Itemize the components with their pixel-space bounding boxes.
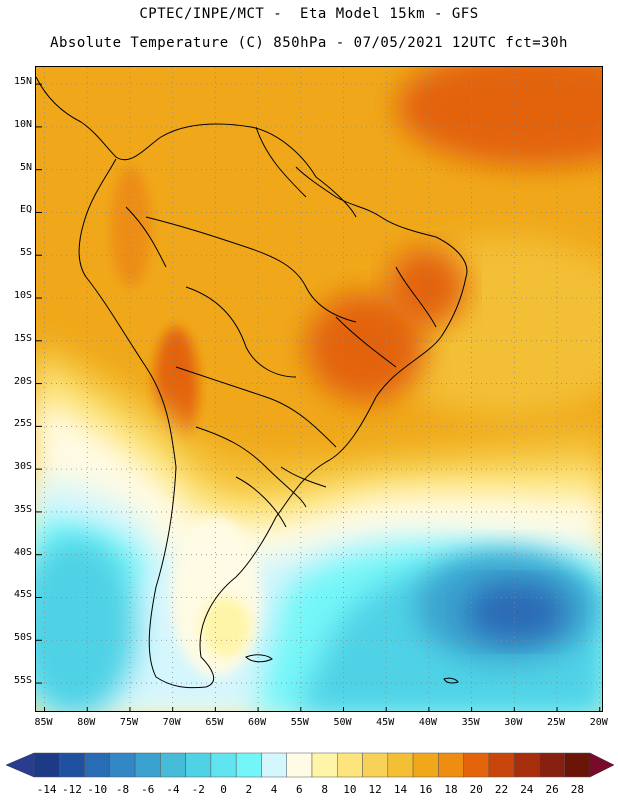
colorbar-tick-label: -10 (87, 783, 108, 796)
colorbar-cell (311, 752, 338, 778)
lon-label: 25W (546, 717, 566, 728)
colorbar-cell (160, 752, 186, 778)
lon-label: 60W (248, 717, 267, 728)
lat-label: 50S (13, 632, 32, 644)
colorbar-right-arrow (589, 752, 615, 778)
colorbar-tick-label: -8 (115, 783, 130, 796)
lon-label: 20W (589, 717, 608, 728)
colorbar (5, 752, 615, 778)
lon-label: 85W (34, 717, 53, 728)
colorbar-cell (59, 752, 85, 778)
map-title: CPTEC/INPE/MCT - Eta Model 15km - GFS (139, 6, 479, 22)
colorbar-tick-label: 14 (393, 783, 408, 796)
temperature-map (36, 67, 602, 711)
colorbar-tick-label: 22 (494, 783, 509, 796)
colorbar-tick-label: -6 (141, 783, 155, 796)
lat-label: 20S (13, 375, 32, 387)
lat-label: 10N (13, 118, 32, 130)
colorbar-tick-label: 16 (419, 783, 433, 796)
lat-label: 30S (13, 461, 32, 473)
lon-label: 30W (504, 717, 523, 728)
colorbar-tick-label: 10 (343, 783, 357, 796)
lat-label: 5S (19, 247, 32, 259)
colorbar-cell (539, 752, 565, 778)
map-panel (35, 66, 603, 712)
colorbar-cell (337, 752, 363, 778)
colorbar-tick-label: -12 (61, 783, 82, 796)
colorbar-cell (210, 752, 237, 778)
lat-label: 25S (13, 418, 32, 430)
lat-label: EQ (19, 204, 32, 216)
lon-label: 75W (119, 717, 138, 728)
map-subtitle: Absolute Temperature (C) 850hPa - 07/05/… (50, 35, 568, 51)
colorbar-tick-label: 2 (245, 783, 253, 796)
lat-label: 15N (13, 76, 32, 88)
lon-label: 35W (461, 717, 480, 728)
lon-label: 80W (77, 717, 96, 728)
colorbar-tick-label: 0 (220, 783, 227, 796)
graticule (36, 67, 602, 711)
colorbar-left-arrow (5, 752, 35, 778)
colorbar-cell (564, 752, 591, 778)
colorbar-tick-label: 12 (368, 783, 382, 796)
colorbar-cell (387, 752, 414, 778)
lat-label: 15S (13, 332, 32, 344)
colorbar-cell (185, 752, 212, 778)
lat-label: 45S (13, 589, 32, 601)
colorbar-tick-label: -14 (36, 783, 57, 796)
lat-label: 40S (13, 546, 32, 558)
colorbar-cell (109, 752, 136, 778)
temperature-field (36, 67, 602, 711)
lon-label: 40W (418, 717, 437, 728)
colorbar-tick-label: 26 (545, 783, 559, 796)
lon-label: 45W (376, 717, 395, 728)
colorbar-cell (84, 752, 111, 778)
colorbar-cell (438, 752, 464, 778)
colorbar-cells (5, 752, 615, 778)
lon-label: 50W (333, 717, 352, 728)
colorbar-tick-label: 28 (570, 783, 584, 796)
colorbar-cell (463, 752, 490, 778)
colorbar-cell (362, 752, 389, 778)
lon-label: 70W (162, 717, 181, 728)
colorbar-tick-label: 20 (469, 783, 483, 796)
lon-label: 55W (290, 717, 309, 728)
colorbar-cell (261, 752, 287, 778)
colorbar-cell (33, 752, 60, 778)
colorbar-tick-label: 24 (520, 783, 534, 796)
colorbar-tick-label: 8 (321, 783, 328, 796)
lat-label: 5N (19, 161, 32, 173)
lon-label: 65W (205, 717, 224, 728)
colorbar-tick-label: -2 (191, 783, 205, 796)
colorbar-cell (235, 752, 262, 778)
lat-label: 10S (13, 290, 32, 302)
colorbar-tick-label: 6 (296, 783, 303, 796)
lat-label: 35S (13, 503, 32, 515)
colorbar-cell (412, 752, 439, 778)
colorbar-cell (513, 752, 540, 778)
lat-label: 55S (13, 675, 32, 687)
colorbar-cell (134, 752, 161, 778)
colorbar-tick-label: 4 (270, 783, 278, 796)
colorbar-tick-label: -4 (166, 783, 180, 796)
colorbar-cell (488, 752, 515, 778)
colorbar-tick-label: 18 (444, 783, 458, 796)
colorbar-cell (286, 752, 313, 778)
coastlines (36, 76, 468, 689)
